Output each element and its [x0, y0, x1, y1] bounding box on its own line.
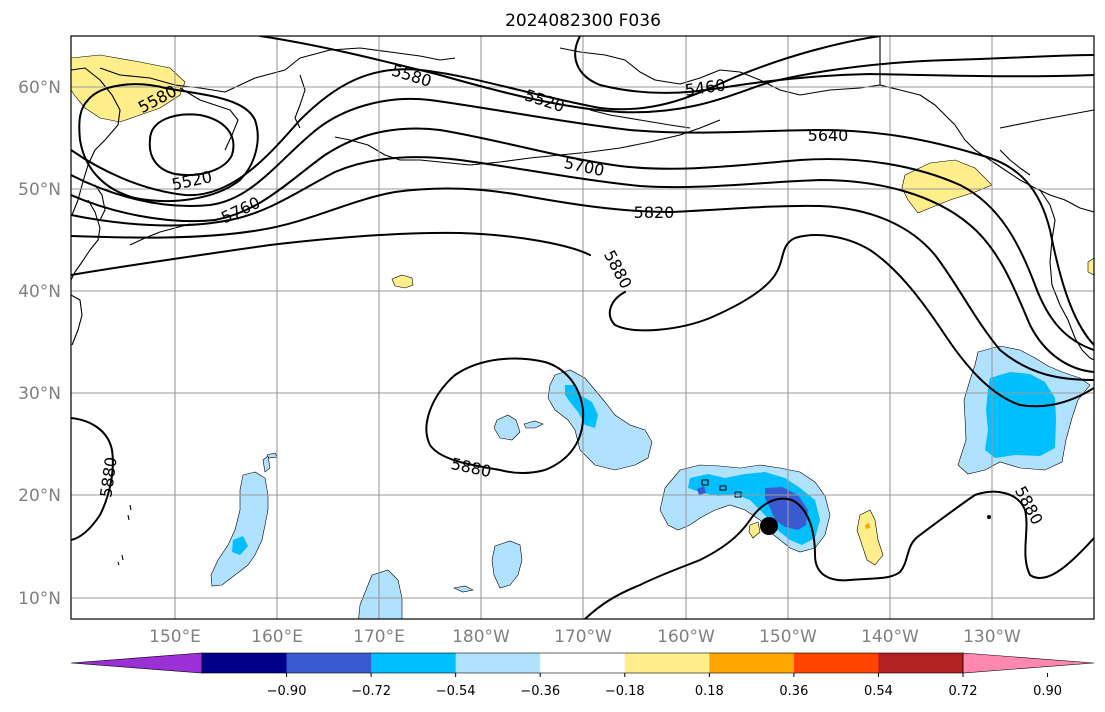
negative-anomaly-hawaii-core-2 — [697, 486, 706, 495]
colorbar-tick-label: −0.54 — [436, 684, 476, 699]
colorbar-segment — [455, 653, 541, 673]
colorbar-segment — [624, 653, 710, 673]
negative-anomaly-west-pacific-core — [232, 536, 248, 555]
contour-5820 — [71, 187, 1094, 381]
colorbar-segment — [709, 653, 795, 673]
coastlines — [71, 36, 1094, 566]
positive-anomaly-core — [865, 523, 870, 529]
colorbar-tick-label: −0.18 — [605, 684, 645, 699]
map-title: 2024082300 F036 — [505, 11, 661, 31]
lon-label: 150°E — [149, 627, 201, 647]
lon-label: 140°W — [861, 627, 919, 647]
colorbar-extend-min — [70, 652, 203, 674]
contour-5760 — [71, 156, 1094, 373]
colorbar: −0.90 −0.72 −0.54 −0.36 −0.18 0.18 0.36 0.54 0.7… — [70, 652, 1095, 699]
positive-anomaly-edge — [1087, 257, 1094, 276]
lat-label: 30°N — [18, 384, 61, 404]
colorbar-segment — [286, 653, 372, 673]
contour-5640 — [71, 97, 1094, 346]
colorbar-frame — [201, 652, 964, 674]
contour-5460-north — [574, 36, 1094, 94]
colorbar-tick-label: 0.90 — [1033, 684, 1062, 699]
colorbar-segment — [793, 653, 879, 673]
lon-label: 130°W — [963, 627, 1021, 647]
positive-anomaly-pacific-northwest — [901, 159, 993, 214]
longitude-labels: 150°E 160°E 170°E 180°W 170°W 160°W 150°… — [149, 627, 1021, 647]
lon-label: 160°W — [657, 627, 715, 647]
negative-anomaly-south-1 — [491, 540, 523, 589]
contour-5580-west — [78, 83, 259, 202]
contour-5700 — [71, 127, 1094, 351]
lon-label: 170°W — [554, 627, 612, 647]
positive-anomaly-hawaii-small — [748, 521, 761, 539]
negative-anomaly-east-pacific-core — [985, 372, 1056, 458]
colorbar-tick-label: −0.90 — [267, 684, 307, 699]
lat-label: 10°N — [18, 589, 61, 609]
contour-5880-loop — [425, 357, 585, 474]
negative-anomaly-small-5 — [452, 585, 474, 593]
colorbar-tick-label: 0.36 — [779, 684, 808, 699]
colorbar-tick-label: 0.54 — [864, 684, 893, 699]
colorbar-tick-label: 0.18 — [695, 684, 724, 699]
negative-anomaly-hawaii-core — [765, 487, 808, 530]
negative-anomaly-small-2 — [523, 420, 544, 429]
negative-anomaly-small-3 — [262, 455, 271, 473]
contour-5880-south — [584, 490, 1094, 619]
lat-label: 20°N — [18, 486, 61, 506]
negative-anomaly-south-2 — [358, 569, 403, 619]
colorbar-segment — [878, 653, 964, 673]
contour-5880-west — [71, 417, 114, 541]
colorbar-segment — [202, 653, 288, 673]
positive-anomaly-small — [391, 274, 414, 289]
storm-center-marker — [760, 517, 778, 535]
contour-5520-low — [148, 113, 235, 176]
colorbar-tick-label: 0.72 — [949, 684, 978, 699]
map-frame — [70, 35, 1095, 620]
height-contours — [71, 36, 1094, 619]
positive-anomaly-hawaii-east — [856, 509, 884, 566]
positive-anomaly-kamchatka — [71, 54, 186, 123]
colorbar-tick-label: −0.72 — [351, 684, 391, 699]
lat-label: 60°N — [18, 78, 61, 98]
negative-anomaly-small-1 — [493, 414, 521, 441]
contour-5880-central — [608, 234, 1094, 408]
lat-label: 40°N — [18, 282, 61, 302]
lon-label: 170°E — [353, 627, 405, 647]
contour-label: 5820 — [634, 203, 675, 222]
contour-5520-north — [259, 36, 1094, 114]
lon-label: 180°W — [452, 627, 510, 647]
contour-label: 5640 — [808, 126, 849, 145]
lon-label: 160°E — [251, 627, 303, 647]
lat-label: 50°N — [18, 180, 61, 200]
colorbar-segment — [540, 653, 626, 673]
latitude-labels: 60°N 50°N 40°N 30°N 20°N 10°N — [18, 78, 61, 609]
colorbar-segment — [371, 653, 457, 673]
contour-5880-north — [71, 231, 591, 276]
colorbar-tick-label: −0.36 — [520, 684, 560, 699]
colorbar-extend-max — [962, 652, 1095, 674]
map-area: 5580 5520 5760 5580 5520 5460 5700 5640 … — [71, 36, 1094, 619]
lon-label: 150°W — [759, 627, 817, 647]
